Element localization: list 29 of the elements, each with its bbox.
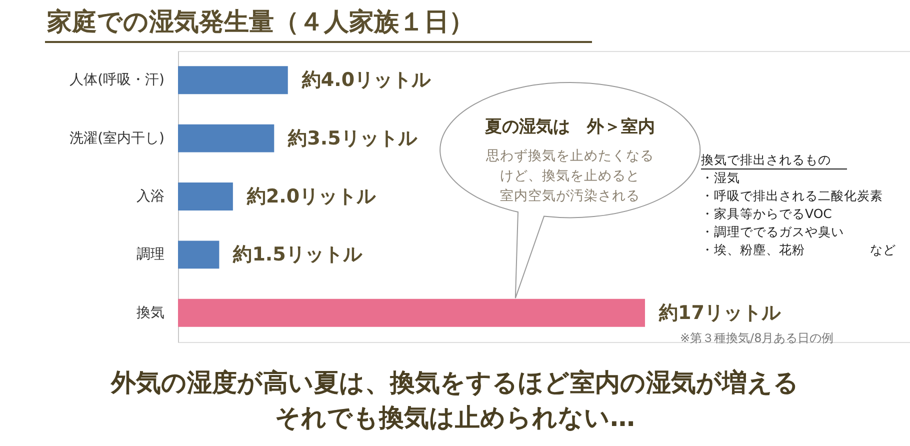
text: ※第３種換気/8月ある日の例 — [680, 331, 834, 345]
text: ・呼吸で排出される二酸化炭素 — [701, 188, 883, 203]
data-label: 約4.0リットル — [300, 69, 432, 92]
annotation: 思わず換気を止めたくなる — [485, 148, 654, 164]
text: ・湿気 — [701, 170, 740, 185]
bar — [178, 298, 645, 327]
text: ・調理ででるガスや臭い — [701, 224, 844, 239]
text: ・埃、粉塵、花粉 など — [701, 242, 896, 257]
annotation: 室内空気が汚染される — [500, 188, 640, 204]
text: 換気で排出されるもの — [701, 152, 831, 167]
annotation: けど、換気を止めると — [500, 168, 640, 184]
text: 外気の湿度が高い夏は、換気をするほど室内の湿気が増える — [110, 368, 799, 397]
bar — [178, 66, 288, 94]
y-tick-label: 入浴 — [136, 188, 164, 204]
text: ・家具等からでるVOC — [701, 206, 832, 221]
bar — [178, 124, 274, 152]
y-tick-label: 洗濯(室内干し) — [70, 130, 164, 146]
data-label: 約2.0リットル — [246, 186, 377, 208]
y-tick-label: 換気 — [136, 304, 164, 321]
chart-title: 家庭での湿気発生量（４人家族１日） — [46, 7, 474, 36]
bar — [178, 182, 233, 210]
data-label: 約17リットル — [658, 302, 782, 324]
data-label: 約3.5リットル — [287, 127, 418, 150]
annotation: 夏の湿気は 外＞室内 — [484, 117, 655, 137]
text: それでも換気は止められない… — [275, 403, 635, 432]
data-label: 約1.5リットル — [232, 244, 363, 266]
y-tick-label: 調理 — [136, 246, 164, 263]
y-tick-label: 人体(呼吸・汗) — [70, 72, 164, 88]
bar — [178, 240, 220, 269]
